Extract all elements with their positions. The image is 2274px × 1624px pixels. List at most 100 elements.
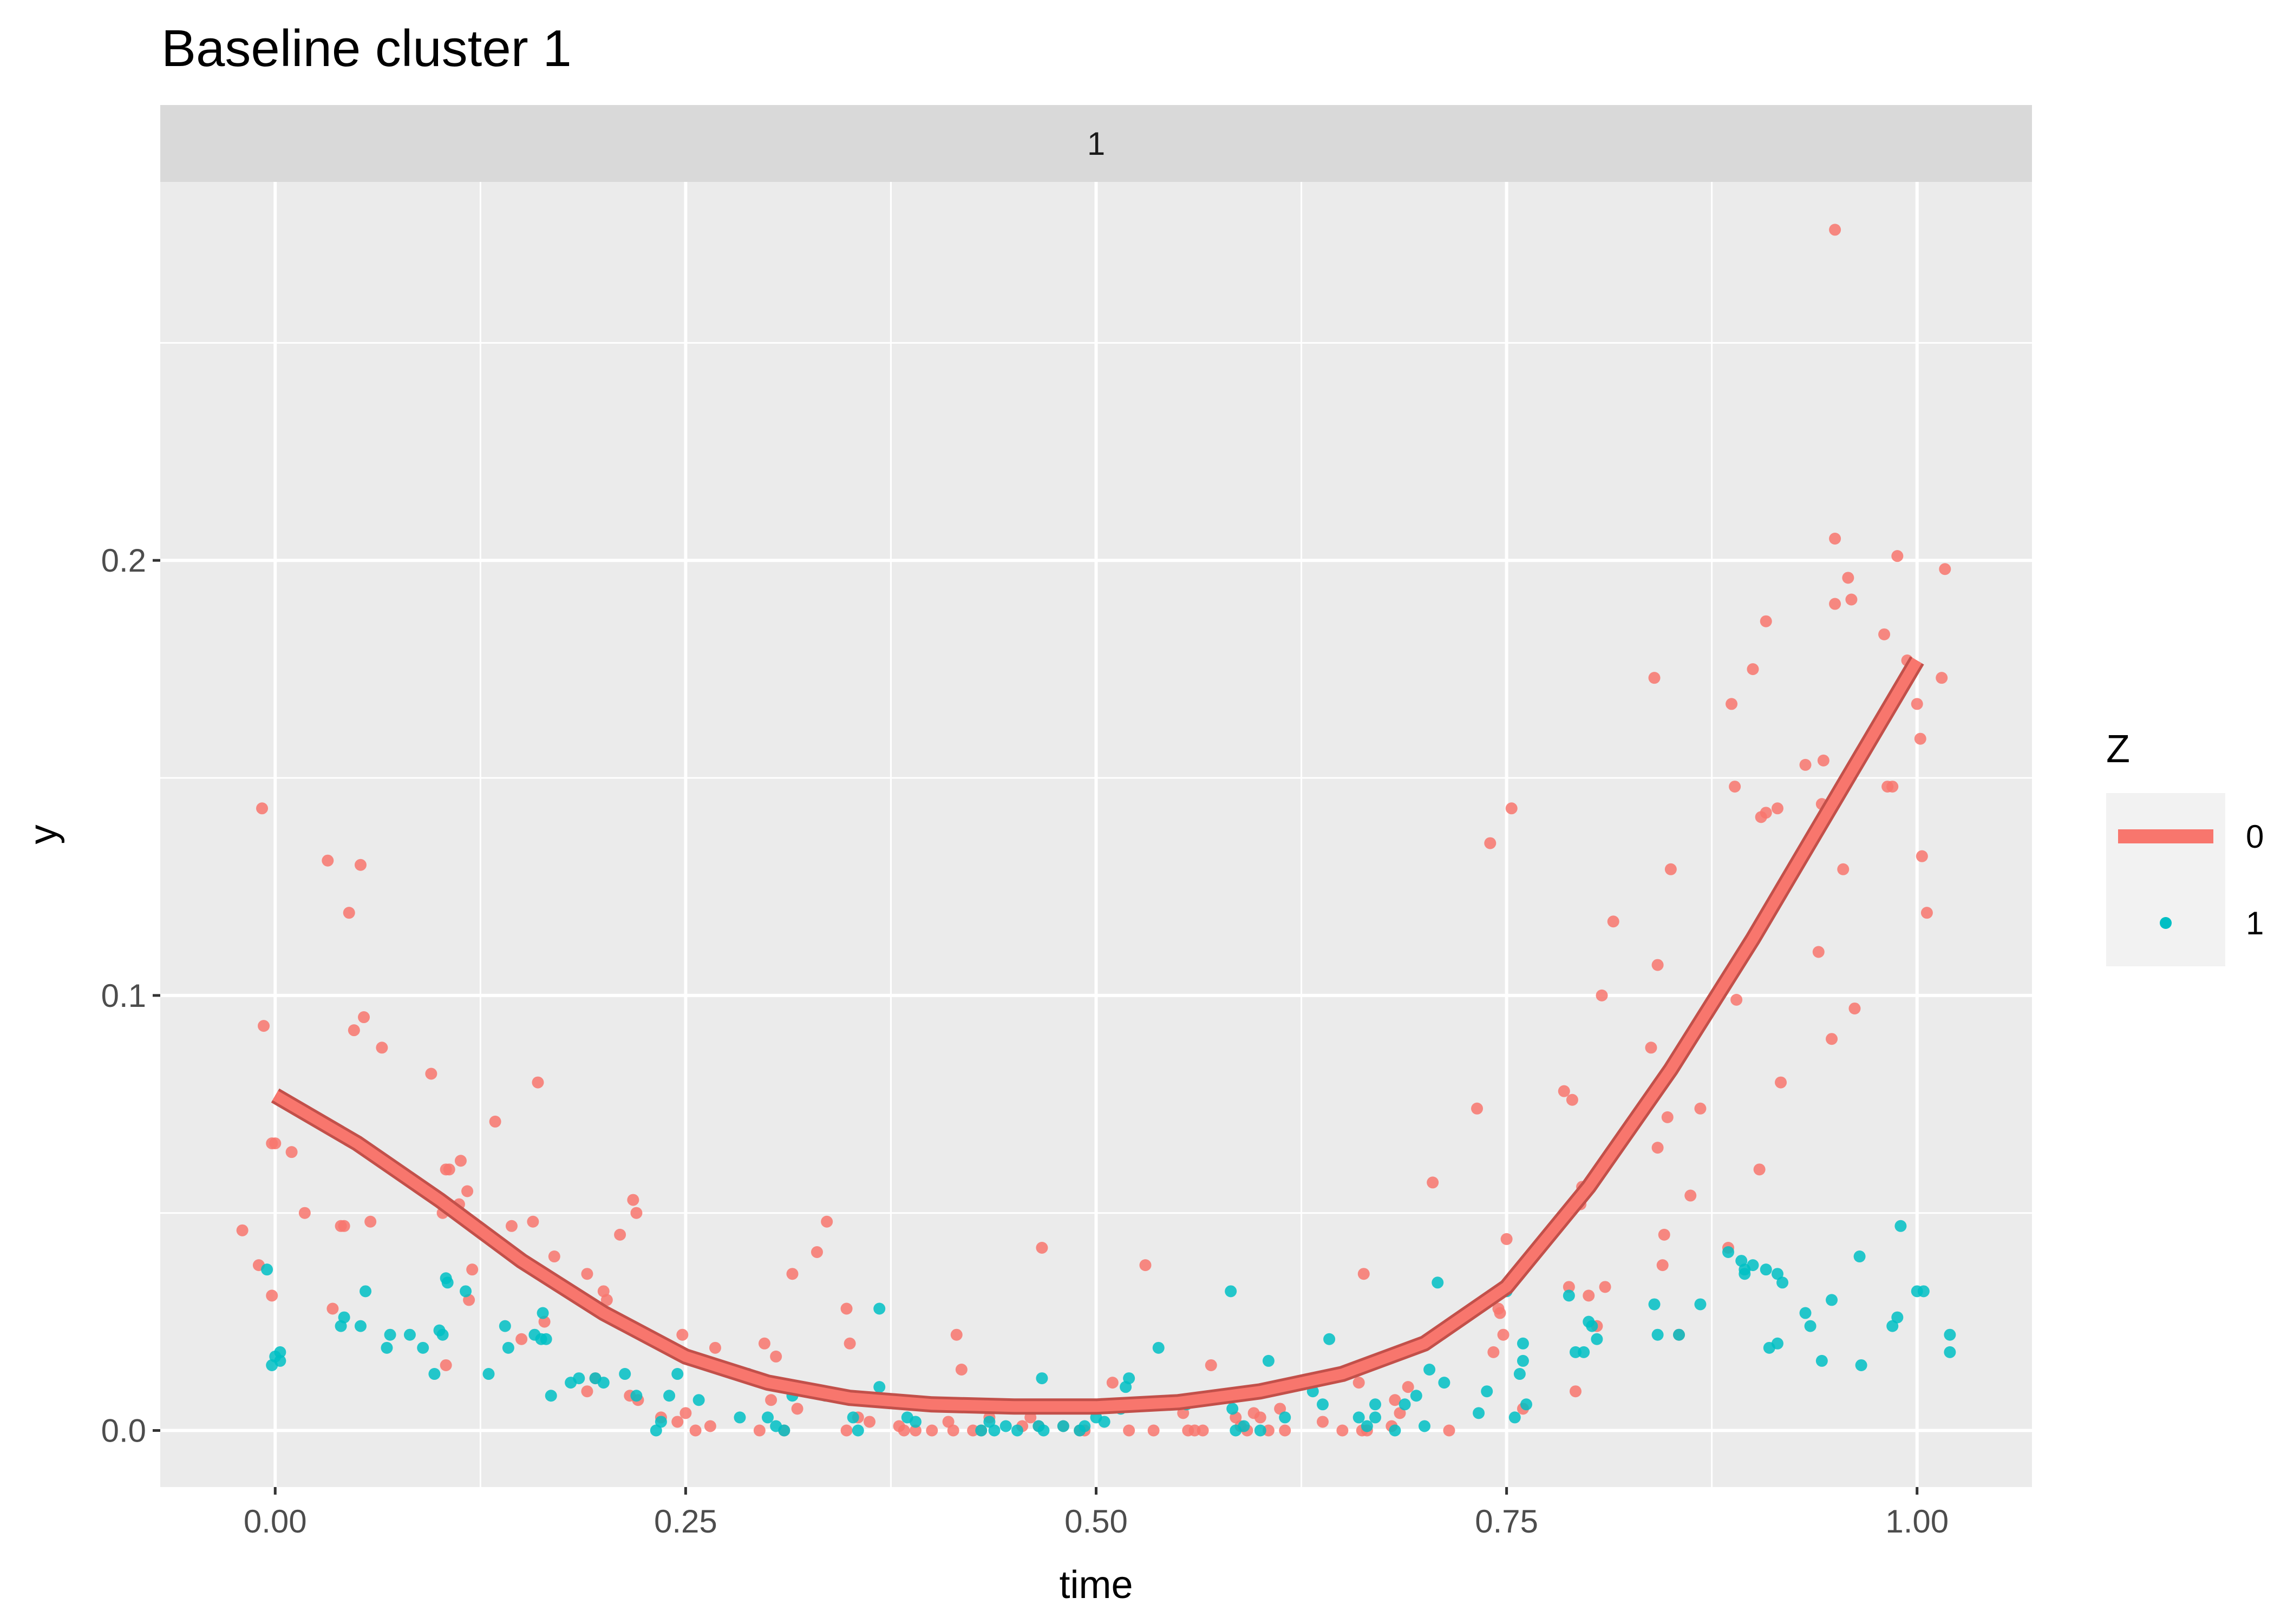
- data-point: [1845, 593, 1858, 606]
- data-point: [1079, 1420, 1091, 1432]
- data-point: [909, 1424, 922, 1437]
- data-point: [1254, 1424, 1266, 1437]
- y-tick-label: 0.2: [101, 542, 146, 579]
- data-point: [440, 1359, 452, 1371]
- data-point: [1891, 1311, 1904, 1324]
- data-point: [417, 1341, 429, 1354]
- data-point: [1361, 1420, 1373, 1432]
- data-point: [1569, 1346, 1582, 1358]
- data-point: [1279, 1424, 1291, 1437]
- data-point: [1508, 1411, 1521, 1424]
- data-point: [1011, 1424, 1023, 1437]
- data-point: [1316, 1416, 1329, 1428]
- data-point: [537, 1307, 549, 1319]
- data-point: [1771, 1337, 1783, 1350]
- data-point: [381, 1341, 393, 1354]
- data-point: [1694, 1298, 1707, 1311]
- data-point: [1399, 1398, 1411, 1411]
- data-point: [1829, 224, 1841, 236]
- data-point: [627, 1194, 639, 1206]
- data-point: [274, 1354, 286, 1367]
- data-point: [786, 1268, 799, 1280]
- data-point: [499, 1320, 511, 1332]
- data-point: [256, 802, 269, 815]
- data-point: [1205, 1359, 1217, 1371]
- data-point: [840, 1302, 853, 1315]
- facet-strip: [160, 105, 2032, 182]
- data-point: [909, 1416, 922, 1428]
- data-point: [1842, 572, 1854, 584]
- data-point: [1369, 1411, 1382, 1424]
- data-point: [1776, 1276, 1789, 1289]
- data-point: [460, 1285, 472, 1298]
- data-point: [1316, 1398, 1329, 1411]
- data-point: [1911, 698, 1923, 710]
- trend-line-series-0: [272, 657, 1922, 1412]
- data-point: [1815, 1354, 1828, 1367]
- data-point: [581, 1268, 593, 1280]
- data-point: [988, 1424, 1001, 1437]
- data-point: [1694, 1102, 1707, 1115]
- data-point: [1471, 1102, 1484, 1115]
- data-point: [1262, 1354, 1275, 1367]
- data-point: [864, 1416, 876, 1428]
- data-point: [1352, 1377, 1365, 1389]
- data-point: [261, 1263, 273, 1276]
- data-point: [1894, 1220, 1907, 1232]
- data-point: [1607, 915, 1619, 928]
- data-point: [298, 1207, 311, 1219]
- data-point: [1394, 1407, 1406, 1419]
- data-point: [1520, 1398, 1533, 1411]
- legend-label: 0: [2246, 818, 2264, 855]
- trend-layer: [271, 656, 1924, 1415]
- legend: Z 01: [2106, 728, 2264, 966]
- data-point: [1771, 802, 1783, 815]
- data-point: [1829, 533, 1841, 545]
- data-point: [258, 1020, 270, 1032]
- data-point: [1505, 802, 1518, 815]
- data-point: [236, 1224, 249, 1236]
- data-point: [515, 1333, 528, 1345]
- data-point: [1262, 1424, 1275, 1437]
- data-point: [1645, 1042, 1657, 1054]
- data-point: [967, 1424, 979, 1437]
- data-point: [441, 1276, 454, 1289]
- x-tick-label: 1.00: [1885, 1503, 1949, 1540]
- data-point: [545, 1390, 557, 1402]
- data-point: [1427, 1176, 1439, 1189]
- legend-label: 1: [2246, 905, 2264, 941]
- data-point: [1369, 1398, 1382, 1411]
- data-point: [947, 1424, 959, 1437]
- data-point: [1648, 1298, 1661, 1311]
- data-point: [1226, 1403, 1239, 1415]
- data-point: [428, 1368, 441, 1380]
- data-point: [655, 1416, 667, 1428]
- data-point: [326, 1302, 339, 1315]
- data-point: [676, 1328, 689, 1341]
- data-point: [285, 1146, 298, 1158]
- data-point: [873, 1381, 886, 1393]
- data-point: [1599, 1281, 1611, 1293]
- data-point: [630, 1207, 643, 1219]
- data-point: [376, 1042, 388, 1054]
- data-point: [1651, 1328, 1664, 1341]
- data-point: [847, 1411, 859, 1424]
- data-point: [942, 1416, 955, 1428]
- data-point: [1473, 1407, 1485, 1419]
- data-point: [1152, 1341, 1165, 1354]
- legend-key-point: [2160, 917, 2172, 929]
- data-point: [1517, 1337, 1529, 1350]
- data-point: [1481, 1385, 1493, 1398]
- data-point: [354, 859, 367, 871]
- data-point: [600, 1294, 613, 1306]
- data-point: [955, 1364, 968, 1376]
- data-point: [1729, 781, 1741, 793]
- data-point: [1656, 1259, 1669, 1272]
- data-point: [364, 1215, 377, 1228]
- data-point: [1855, 1359, 1867, 1371]
- data-point: [1147, 1424, 1160, 1437]
- data-point: [1673, 1328, 1685, 1341]
- chart-title: Baseline cluster 1: [161, 19, 572, 77]
- y-axis-title: y: [22, 825, 65, 844]
- data-point: [778, 1424, 790, 1437]
